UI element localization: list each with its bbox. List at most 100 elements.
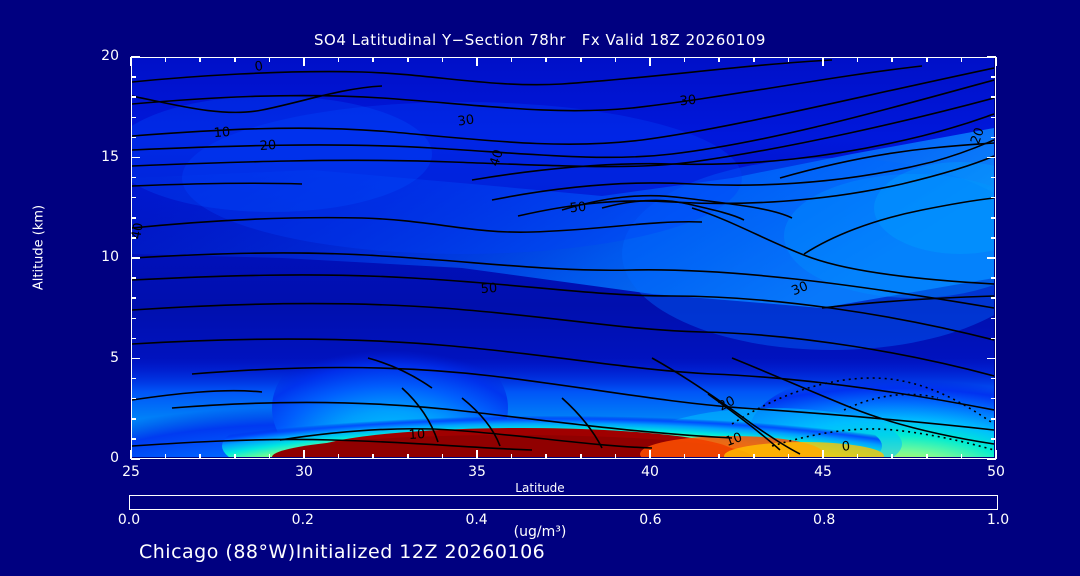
y-tick-mark: [131, 438, 136, 440]
x-tick-mark: [614, 454, 617, 459]
y-tick-label: 15: [101, 148, 119, 165]
x-tick-mark-top: [476, 57, 478, 66]
x-tick-mark: [476, 450, 478, 459]
contour-label: 10: [408, 426, 426, 444]
colorbar-gradient: [130, 496, 997, 509]
x-tick-mark-top: [891, 57, 893, 62]
y-tick-mark-right: [991, 116, 996, 119]
x-tick-mark-top: [856, 57, 859, 62]
x-tick-mark: [510, 454, 513, 459]
x-tick-mark: [164, 454, 167, 459]
y-tick-mark: [131, 116, 136, 119]
contour-field: [132, 58, 994, 457]
contour-label: 30: [456, 112, 476, 130]
y-tick-label: 5: [110, 349, 119, 366]
colorbar-tick-label: 0.8: [813, 512, 836, 528]
y-tick-mark: [131, 257, 140, 259]
x-tick-mark: [303, 450, 305, 459]
y-tick-mark-right: [987, 257, 996, 259]
y-tick-mark-right: [991, 136, 996, 139]
x-tick-mark-top: [995, 57, 997, 66]
y-tick-mark-right: [991, 397, 996, 400]
y-tick-mark: [131, 377, 136, 380]
y-tick-mark-right: [991, 438, 996, 440]
x-tick-mark-top: [960, 57, 963, 62]
x-tick-mark-top: [130, 57, 132, 66]
y-tick-mark: [131, 297, 136, 299]
y-tick-mark-right: [991, 297, 996, 299]
x-tick-mark: [960, 454, 963, 459]
y-tick-mark-right: [991, 96, 996, 98]
y-tick-mark: [131, 176, 136, 179]
y-axis-label: Altitude (km): [31, 204, 47, 291]
x-tick-mark: [199, 454, 201, 459]
x-tick-mark-top: [787, 57, 790, 62]
y-tick-mark: [131, 237, 136, 239]
y-tick-mark-right: [987, 156, 996, 159]
x-tick-mark: [856, 454, 859, 459]
y-tick-mark-right: [991, 317, 996, 320]
y-tick-mark-right: [991, 337, 996, 340]
x-tick-mark-top: [753, 57, 755, 62]
x-tick-mark-top: [372, 57, 374, 62]
x-tick-mark: [580, 454, 582, 459]
y-tick-mark-right: [991, 217, 996, 219]
x-tick-mark: [649, 450, 651, 459]
y-tick-mark: [131, 136, 136, 139]
y-tick-mark: [131, 337, 136, 340]
y-tick-mark: [131, 458, 140, 460]
x-tick-label: 30: [295, 464, 313, 480]
x-tick-mark-top: [614, 57, 617, 62]
y-tick-mark-right: [991, 377, 996, 380]
x-tick-mark-top: [718, 57, 720, 62]
x-tick-mark-top: [407, 57, 409, 62]
x-tick-mark: [268, 454, 271, 459]
y-tick-mark: [131, 357, 140, 360]
colorbar-tick-label: 0.0: [117, 512, 141, 528]
colorbar: [129, 495, 998, 510]
y-tick-mark-right: [987, 357, 996, 360]
x-tick-mark-top: [822, 57, 824, 66]
contour-label: 0: [841, 439, 851, 455]
y-tick-mark: [131, 317, 136, 320]
y-tick-mark-right: [987, 458, 996, 460]
page-title: SO4 Latitudinal Y−Section 78hr Fx Valid …: [314, 31, 766, 49]
x-axis-label: Latitude: [515, 481, 565, 495]
x-tick-mark-top: [303, 57, 305, 66]
y-tick-mark-right: [991, 176, 996, 179]
contour-label: 50: [480, 280, 498, 298]
x-tick-label: 45: [814, 464, 832, 480]
x-tick-mark-top: [199, 57, 201, 62]
colorbar-tick-label: 0.4: [465, 512, 488, 528]
x-tick-mark: [995, 450, 997, 459]
x-tick-mark-top: [268, 57, 271, 62]
colorbar-tick-label: 0.2: [291, 512, 314, 528]
x-tick-mark-top: [926, 57, 928, 62]
y-tick-mark: [131, 156, 140, 159]
y-tick-mark: [131, 96, 136, 98]
x-tick-mark-top: [649, 57, 651, 66]
x-tick-mark: [787, 454, 790, 459]
y-tick-mark-right: [991, 277, 996, 279]
x-tick-mark: [718, 454, 720, 459]
x-tick-label: 25: [122, 464, 140, 480]
x-tick-label: 50: [987, 464, 1005, 480]
x-tick-mark: [441, 454, 444, 459]
y-tick-label: 0: [110, 450, 119, 466]
y-tick-mark: [131, 217, 136, 219]
x-tick-mark: [891, 454, 893, 459]
y-tick-mark-right: [987, 56, 996, 58]
x-tick-mark-top: [441, 57, 444, 62]
y-tick-label: 20: [101, 48, 119, 64]
x-tick-mark: [337, 454, 340, 459]
y-tick-mark-right: [991, 237, 996, 239]
y-tick-label: 10: [101, 249, 119, 265]
x-tick-mark-top: [234, 57, 236, 62]
colorbar-tick-label: 0.6: [639, 512, 662, 528]
x-tick-label: 35: [468, 464, 486, 480]
y-tick-mark-right: [991, 196, 996, 199]
contour-label: 30: [678, 92, 698, 110]
y-tick-mark: [131, 418, 136, 420]
x-tick-mark-top: [683, 57, 686, 62]
